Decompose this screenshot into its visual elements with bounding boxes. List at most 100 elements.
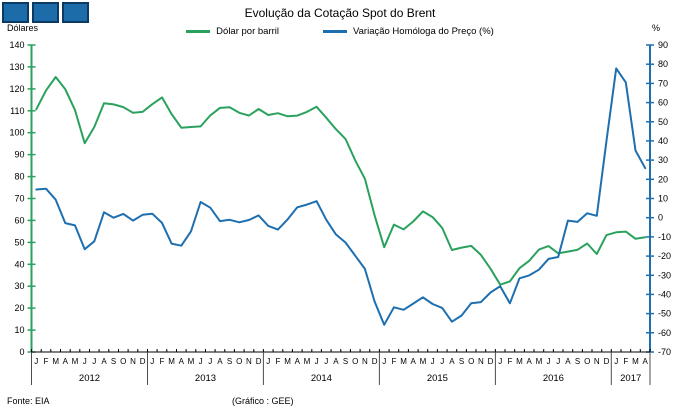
month-tick-label: A xyxy=(333,357,339,366)
right-axis-tick-label: 40 xyxy=(658,136,668,146)
month-tick-label: A xyxy=(411,357,417,366)
month-tick-label: S xyxy=(227,357,232,366)
year-label: 2015 xyxy=(427,373,448,384)
left-axis-tick-label: 80 xyxy=(14,172,24,182)
month-tick-label: J xyxy=(324,357,328,366)
right-axis-tick-label: -50 xyxy=(658,309,671,319)
month-tick-label: J xyxy=(150,357,154,366)
month-tick-label: J xyxy=(208,357,212,366)
right-axis-tick-label: 30 xyxy=(658,155,668,165)
month-tick-label: S xyxy=(111,357,116,366)
month-tick-label: D xyxy=(140,357,146,366)
month-tick-label: J xyxy=(34,357,38,366)
left-axis-tick-label: 110 xyxy=(10,106,24,116)
month-tick-label: O xyxy=(352,357,358,366)
right-axis: -70 -60 -50 -40 -30 -20 -10 0 10 20 30 40 50 60 70 80 90 xyxy=(646,40,671,357)
month-tick-label: F xyxy=(44,357,49,366)
left-axis-unit-label: Dólares xyxy=(7,23,39,33)
month-tick-label: M xyxy=(284,357,291,366)
month-tick-label: A xyxy=(101,357,107,366)
month-tick-label: O xyxy=(468,357,474,366)
green-line-swatch-icon xyxy=(186,30,211,33)
series-line-dolar-por-barril xyxy=(35,76,647,286)
month-tick-label: F xyxy=(623,357,628,366)
left-axis-tick-label: 30 xyxy=(14,281,24,291)
right-axis-tick-label: 80 xyxy=(658,59,668,69)
right-axis-unit-label: % xyxy=(652,23,661,33)
year-label: 2014 xyxy=(311,373,332,384)
month-tick-label: S xyxy=(459,357,464,366)
month-tick-label: J xyxy=(382,357,386,366)
left-axis-tick-label: 90 xyxy=(14,150,24,160)
chart-title: Evolução da Cotação Spot do Brent xyxy=(244,6,436,20)
month-tick-label: M xyxy=(188,357,195,366)
month-tick-label: A xyxy=(449,357,455,366)
month-tick-label: J xyxy=(92,357,96,366)
month-tick-label: F xyxy=(391,357,396,366)
legend-item-variacao: Variação Homóloga do Preço (%) xyxy=(323,26,494,37)
left-axis-tick-label: 20 xyxy=(14,303,24,313)
left-axis-tick-label: 10 xyxy=(14,325,24,335)
month-tick-label: A xyxy=(217,357,223,366)
month-tick-label: M xyxy=(52,357,59,366)
month-tick-label: J xyxy=(556,357,560,366)
month-tick-label: J xyxy=(614,357,618,366)
month-tick-label: O xyxy=(120,357,126,366)
month-tick-label: M xyxy=(168,357,175,366)
year-label: 2013 xyxy=(195,373,216,384)
left-axis-tick-label: 0 xyxy=(19,347,24,357)
right-axis-tick-label: 70 xyxy=(658,78,668,88)
month-tick-label: F xyxy=(275,357,280,366)
right-axis-tick-label: 0 xyxy=(658,213,663,223)
month-tick-label: A xyxy=(565,357,571,366)
logo-square-icon xyxy=(2,2,29,23)
month-tick-label: J xyxy=(547,357,551,366)
right-axis-tick-label: 20 xyxy=(658,174,668,184)
month-tick-label: S xyxy=(343,357,348,366)
chart-legend: Dólar por barril Variação Homóloga do Pr… xyxy=(0,26,680,37)
month-tick-label: D xyxy=(372,357,378,366)
right-axis-tick-label: -40 xyxy=(658,289,671,299)
right-axis-tick-label: -60 xyxy=(658,328,671,338)
month-tick-label: M xyxy=(72,357,79,366)
month-tick-label: O xyxy=(236,357,242,366)
left-axis-tick-label: 100 xyxy=(9,128,24,138)
month-tick-label: M xyxy=(632,357,639,366)
year-label: 2017 xyxy=(620,373,641,384)
left-axis-tick-label: 60 xyxy=(14,215,24,225)
month-tick-label: J xyxy=(498,357,502,366)
right-axis-tick-label: -30 xyxy=(658,270,671,280)
right-axis-tick-label: 50 xyxy=(658,117,668,127)
month-tick-label: A xyxy=(643,357,649,366)
year-label: 2012 xyxy=(79,373,100,384)
month-tick-label: N xyxy=(478,357,484,366)
month-tick-label: J xyxy=(440,357,444,366)
logo-square-icon xyxy=(32,2,59,23)
credit-label: (Gráfico : GEE) xyxy=(232,396,294,406)
left-axis-tick-label: 140 xyxy=(9,40,24,50)
left-axis-tick-label: 130 xyxy=(9,62,24,72)
legend-item-dolar: Dólar por barril xyxy=(186,26,279,37)
legend-label-dolar: Dólar por barril xyxy=(216,26,279,37)
month-tick-label: N xyxy=(594,357,600,366)
month-tick-label: J xyxy=(431,357,435,366)
month-tick-label: D xyxy=(256,357,262,366)
month-tick-label: F xyxy=(160,357,165,366)
month-tick-label: J xyxy=(266,357,270,366)
month-tick-label: M xyxy=(304,357,311,366)
right-axis-tick-label: 90 xyxy=(658,40,668,50)
month-tick-label: A xyxy=(527,357,533,366)
left-axis-tick-label: 120 xyxy=(9,84,24,94)
blue-line-swatch-icon xyxy=(323,30,347,33)
left-axis: 0 10 20 30 40 50 60 70 80 90 100 110 120 130 140 xyxy=(9,40,36,357)
left-axis-tick-label: 50 xyxy=(14,237,24,247)
gee-logo xyxy=(2,2,89,23)
month-tick-label: N xyxy=(130,357,136,366)
series-line-variacao-homologa xyxy=(35,67,647,326)
month-tick-label: J xyxy=(315,357,319,366)
right-axis-tick-label: -10 xyxy=(658,232,671,242)
month-tick-label: D xyxy=(488,357,494,366)
month-tick-label: N xyxy=(362,357,368,366)
